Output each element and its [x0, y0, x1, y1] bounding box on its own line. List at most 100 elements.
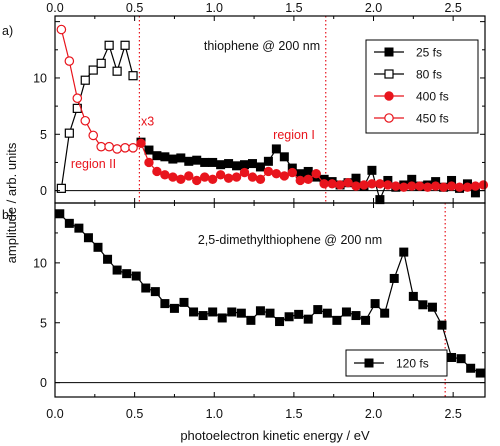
legend-entry: 400 fs	[374, 90, 449, 104]
panel-label: b)	[2, 208, 13, 222]
data-point	[240, 160, 250, 170]
data-point	[313, 305, 323, 315]
legend-marker	[384, 113, 394, 123]
data-point	[246, 315, 256, 325]
series-450-fs	[56, 24, 138, 154]
x-tick-label: 2.5	[444, 407, 461, 421]
data-point	[231, 172, 242, 182]
legend-label: 25 fs	[416, 46, 442, 60]
data-point	[168, 172, 178, 182]
data-point	[271, 169, 282, 179]
data-point	[208, 157, 218, 167]
data-point	[295, 175, 305, 186]
data-point	[255, 306, 265, 316]
panel-a: 0.0 0.5 1.0 1.5 2.0 2.5 0 5 10 a) thiophene @ 200 …	[2, 1, 489, 205]
data-point	[103, 254, 113, 264]
data-point	[284, 312, 294, 322]
data-point	[418, 300, 428, 310]
data-point	[389, 273, 399, 283]
x-tick-label: 1.0	[206, 1, 223, 15]
data-point	[263, 166, 274, 177]
data-point	[391, 181, 401, 191]
legend-marker	[384, 47, 394, 57]
panel-title: thiophene @ 200 nm	[204, 39, 320, 53]
x-axis-title: photoelectron kinetic energy / eV	[180, 428, 370, 443]
data-point	[104, 40, 114, 50]
data-point	[294, 309, 304, 319]
panel-label: a)	[2, 24, 13, 38]
data-point	[184, 156, 194, 166]
y-tick-label: 0	[40, 376, 47, 390]
legend-marker	[364, 358, 374, 368]
data-point	[179, 297, 189, 307]
data-point	[83, 233, 93, 243]
data-point	[361, 315, 371, 325]
data-point	[64, 56, 75, 66]
data-point	[141, 283, 151, 293]
legend-marker	[384, 69, 394, 79]
y-tick-label: 0	[40, 184, 47, 198]
data-point	[327, 179, 337, 189]
data-point	[438, 182, 449, 192]
data-point	[247, 159, 257, 169]
data-point	[200, 172, 210, 182]
data-point	[96, 141, 106, 152]
data-point	[169, 303, 179, 313]
data-point	[150, 287, 160, 297]
legend-label: 80 fs	[416, 68, 442, 82]
data-point	[227, 307, 237, 317]
series-80-fs	[56, 40, 138, 193]
data-point	[322, 308, 332, 318]
data-point	[215, 170, 226, 180]
data-point	[236, 308, 246, 318]
data-point	[367, 179, 377, 189]
data-point	[176, 153, 186, 163]
data-point	[232, 161, 242, 171]
data-point	[332, 315, 342, 325]
shared-axis-labels: photoelectron kinetic energy / eV amplit…	[4, 142, 370, 443]
data-point	[408, 291, 418, 301]
legend-entry: 450 fs	[374, 112, 449, 126]
data-point	[128, 143, 138, 153]
data-point	[112, 66, 122, 76]
data-point	[93, 242, 103, 252]
data-point	[112, 144, 122, 154]
data-point	[152, 166, 162, 177]
data-point	[255, 162, 265, 172]
data-point	[189, 307, 199, 317]
x-tick-label: 0.0	[46, 1, 63, 15]
annotation-region-II: region II	[71, 157, 116, 171]
data-point	[207, 174, 218, 185]
data-point	[88, 65, 98, 75]
y-axis-title: amplitude / arb. units	[4, 142, 19, 263]
data-point	[192, 155, 202, 165]
series-25-fs	[136, 137, 480, 205]
data-point	[160, 299, 170, 309]
data-point	[216, 160, 226, 170]
data-point	[152, 151, 162, 161]
data-point	[64, 128, 74, 138]
data-point	[335, 180, 345, 190]
legend-label: 400 fs	[416, 90, 449, 104]
data-point	[120, 40, 130, 50]
legend-entry: 120 fs	[354, 357, 429, 371]
data-point	[55, 209, 65, 219]
data-point	[144, 157, 154, 168]
y-tick-label: 10	[33, 71, 47, 85]
data-point	[351, 181, 361, 191]
data-point	[56, 24, 67, 35]
data-point	[399, 247, 409, 257]
data-point	[399, 182, 409, 192]
data-point	[88, 130, 99, 141]
data-point	[359, 180, 369, 190]
plot-frame	[54, 202, 486, 398]
x-tick-label: 1.0	[206, 407, 223, 421]
data-point	[223, 173, 234, 183]
x-tick-label: 0.5	[126, 1, 143, 15]
data-point	[446, 181, 457, 191]
data-point	[136, 138, 146, 148]
data-point	[380, 308, 390, 318]
data-point	[120, 143, 130, 153]
data-point	[271, 144, 281, 154]
data-point	[370, 299, 380, 309]
